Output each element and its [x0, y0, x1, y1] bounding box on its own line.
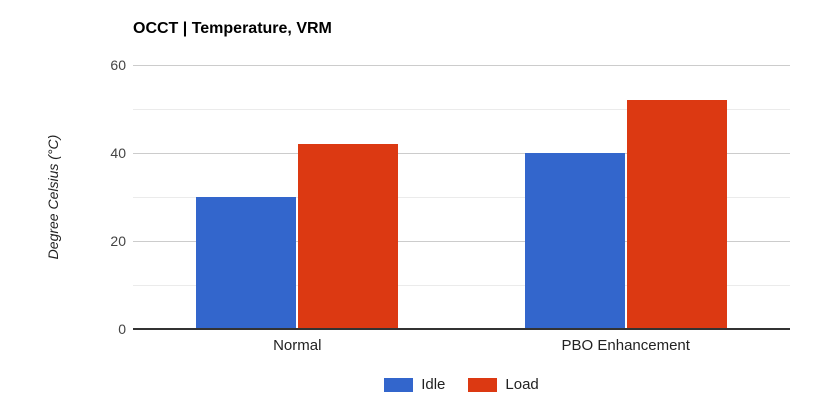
major-gridline-40	[133, 153, 790, 154]
bar-idle-normal[interactable]	[196, 197, 297, 329]
legend-label-load: Load	[505, 376, 539, 393]
major-gridline-60	[133, 65, 790, 66]
y-tick-label-0: 0	[118, 321, 126, 337]
y-tick-label-60: 60	[110, 57, 126, 73]
legend-label-idle: Idle	[421, 376, 446, 393]
major-gridline-20	[133, 241, 790, 242]
legend: Idle Load	[133, 376, 790, 393]
y-tick-label-40: 40	[110, 145, 126, 161]
minor-gridline-10	[133, 285, 790, 286]
bar-load-pbo-enhancement[interactable]	[626, 100, 727, 329]
chart-title: OCCT | Temperature, VRM	[133, 20, 332, 37]
y-tick-label-20: 20	[110, 233, 126, 249]
legend-item-load: Load	[468, 376, 539, 393]
legend-swatch-load	[468, 377, 498, 392]
category-label-pbo-enhancement: PBO Enhancement	[561, 337, 690, 354]
category-label-normal: Normal	[273, 337, 322, 354]
bar-load-normal[interactable]	[298, 144, 399, 329]
x-axis-baseline	[133, 328, 790, 330]
minor-gridline-30	[133, 197, 790, 198]
plot-area	[133, 65, 790, 330]
bar-idle-pbo-enhancement[interactable]	[524, 153, 625, 329]
legend-item-idle: Idle	[384, 376, 445, 393]
legend-swatch-idle	[384, 377, 414, 392]
minor-gridline-50	[133, 109, 790, 110]
